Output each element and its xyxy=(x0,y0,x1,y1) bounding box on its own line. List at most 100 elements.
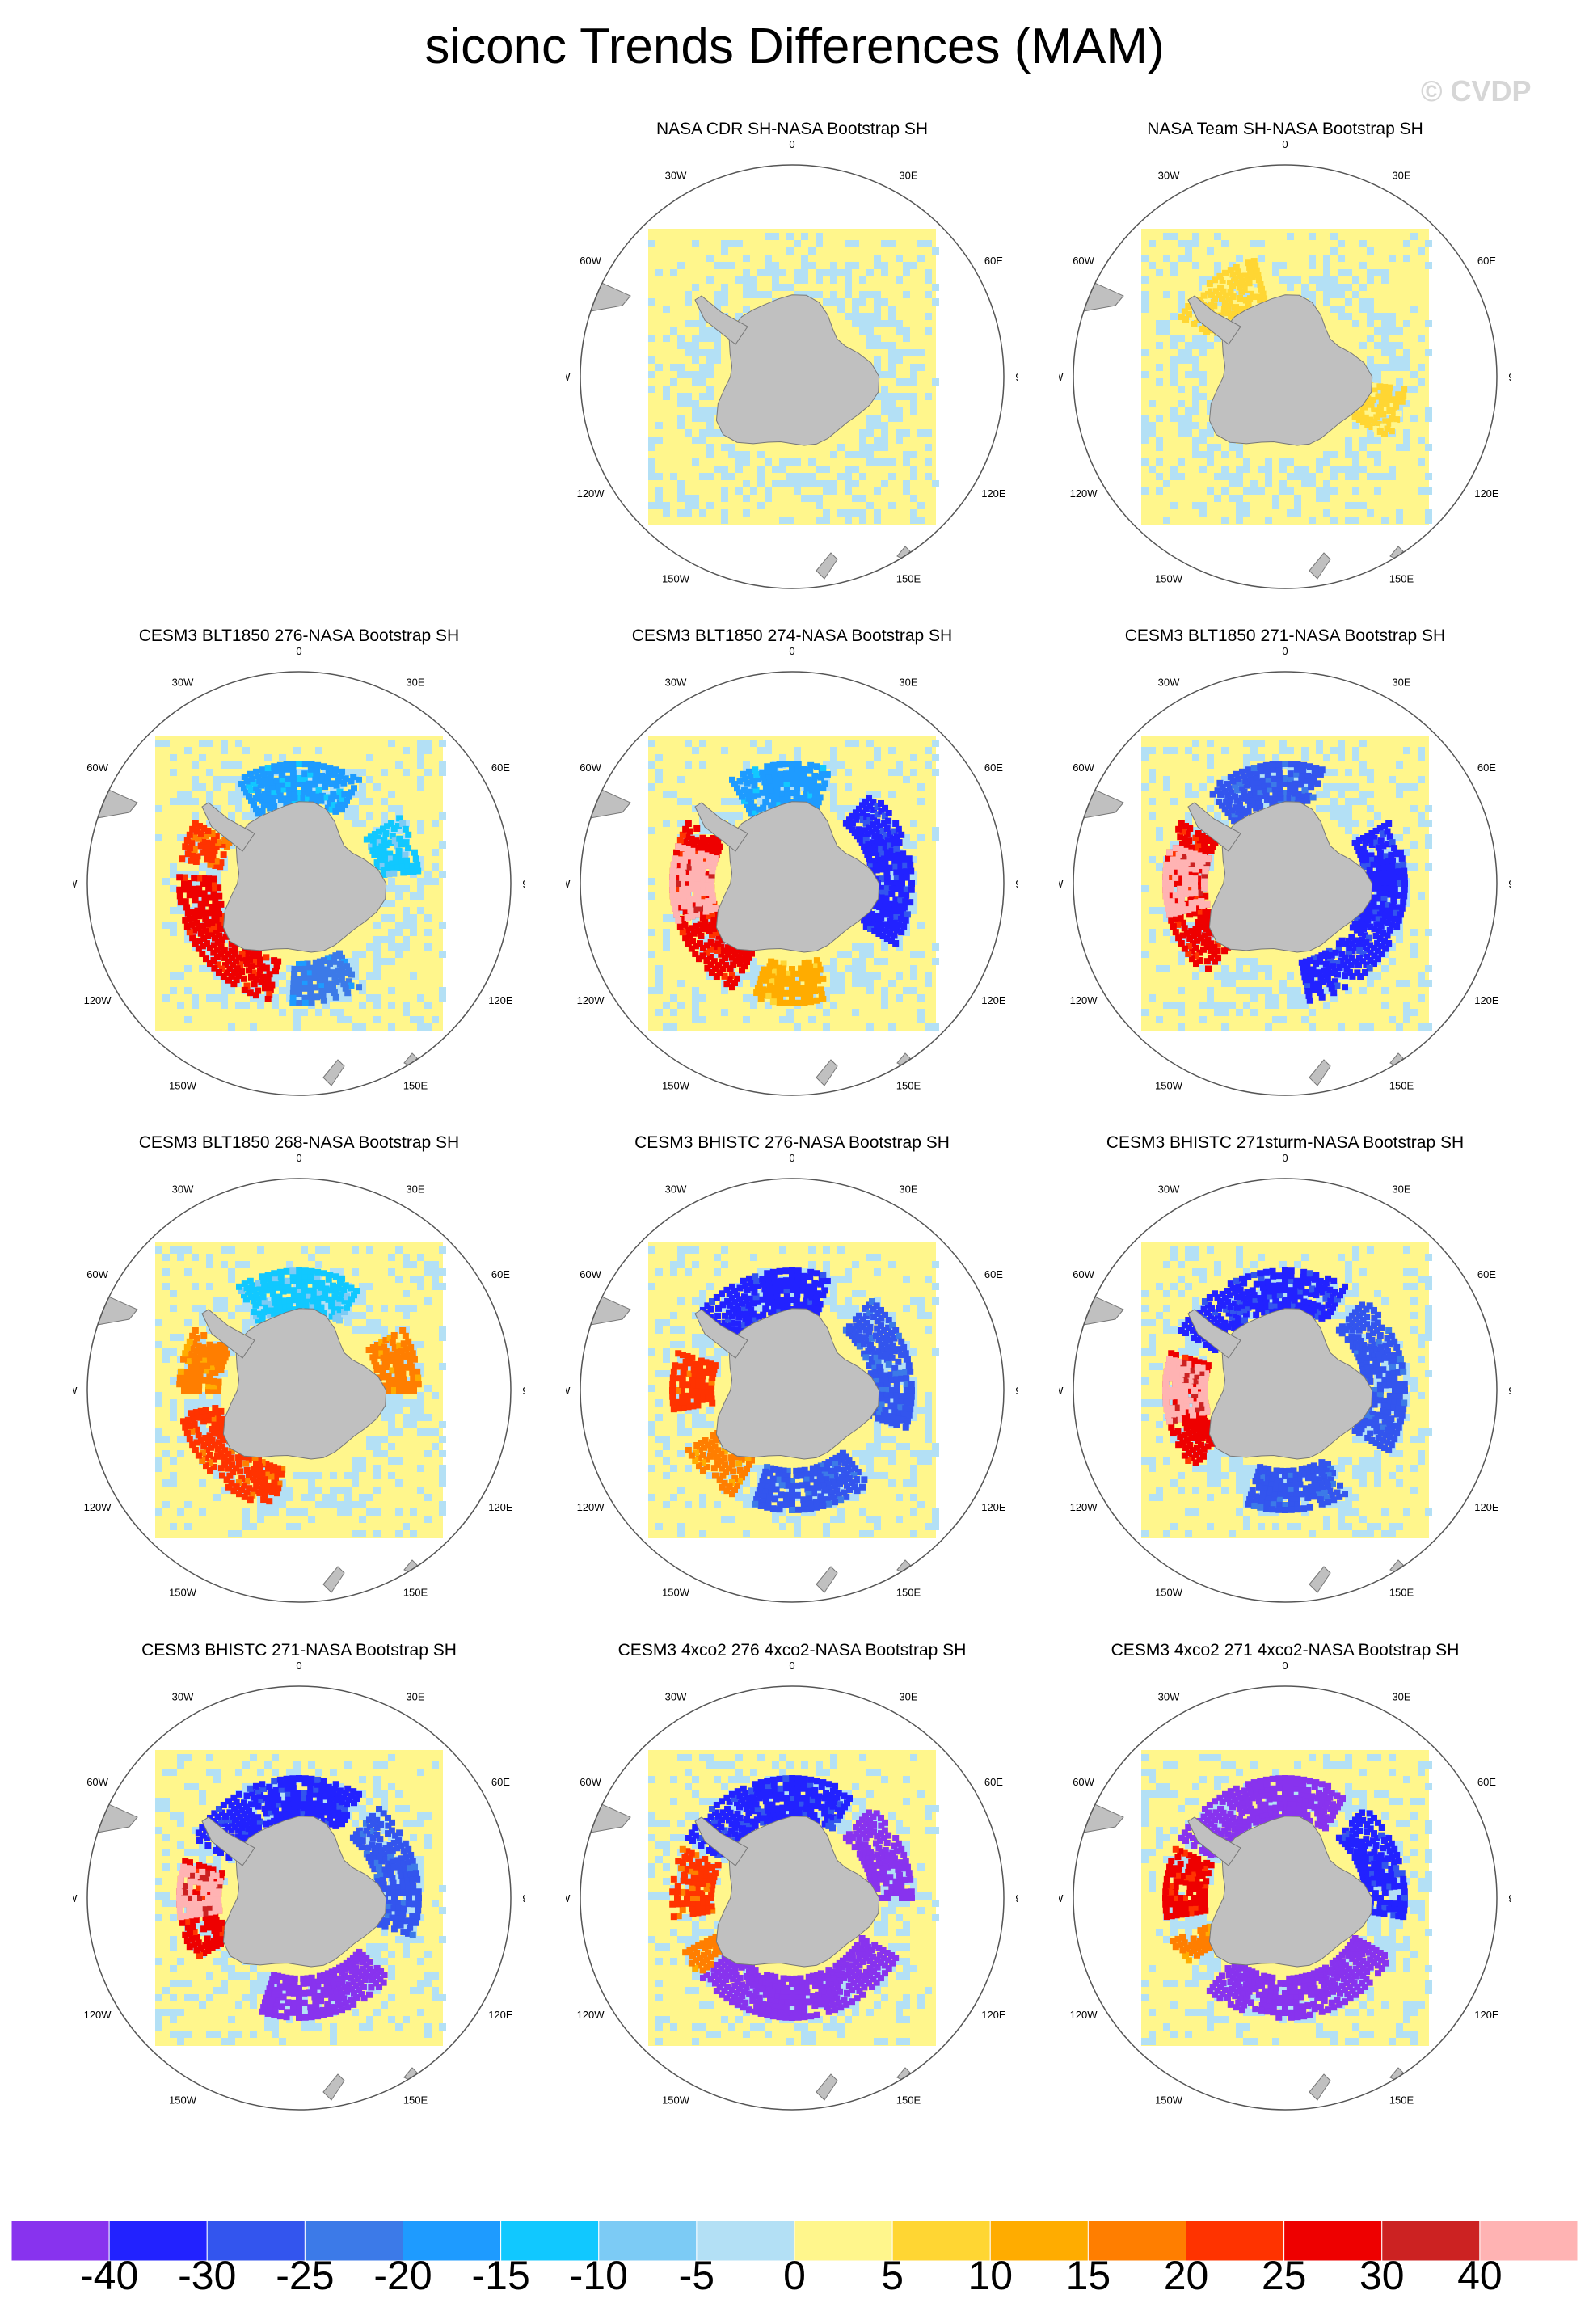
anomaly-cell xyxy=(335,778,342,785)
noise-cell xyxy=(903,262,910,269)
noise-cell xyxy=(1367,298,1374,306)
noise-cell xyxy=(1323,284,1330,291)
noise-cell xyxy=(1389,320,1396,327)
anomaly-cell xyxy=(182,1424,189,1431)
anomaly-cell xyxy=(793,795,800,802)
anomaly-cell xyxy=(1183,900,1191,908)
noise-cell xyxy=(286,1508,293,1516)
anomaly-cell xyxy=(789,766,795,772)
noise-cell xyxy=(1214,269,1221,276)
anomaly-cell xyxy=(759,971,766,978)
noise-cell xyxy=(344,994,352,1002)
noise-cell xyxy=(648,437,655,444)
anomaly-cell xyxy=(1242,778,1250,785)
noise-cell xyxy=(1396,936,1403,943)
noise-cell xyxy=(286,1487,293,1494)
noise-cell xyxy=(910,820,917,827)
anomaly-cell xyxy=(260,1496,268,1504)
map-boundary xyxy=(580,164,1005,589)
anomaly-cell xyxy=(883,849,891,856)
anomaly-cell xyxy=(296,961,302,968)
panel-title: NASA CDR SH-NASA Bootstrap SH xyxy=(655,120,929,138)
noise-cell xyxy=(714,262,721,269)
noise-cell xyxy=(866,791,874,798)
anomaly-cell xyxy=(1272,795,1279,802)
anomaly-cell xyxy=(1390,897,1397,905)
anomaly-cell xyxy=(1309,981,1316,989)
noise-cell xyxy=(1309,233,1316,240)
antarctic-peninsula xyxy=(1187,295,1241,345)
noise-cell xyxy=(395,1479,403,1487)
noise-cell xyxy=(1309,298,1316,306)
anomaly-cell xyxy=(694,895,702,902)
anomaly-cell xyxy=(1386,891,1393,898)
noise-cell xyxy=(199,1421,206,1428)
noise-cell xyxy=(352,958,359,965)
anomaly-cell xyxy=(1355,954,1363,961)
noise-cell xyxy=(1323,495,1330,502)
anomaly-cell xyxy=(221,1453,228,1461)
anomaly-cell xyxy=(1359,958,1367,965)
anomaly-cell xyxy=(744,779,751,787)
noise-cell xyxy=(337,1016,344,1023)
longitude-label: 150E xyxy=(1389,1079,1414,1091)
anomaly-cell xyxy=(242,953,250,960)
anomaly-cell xyxy=(348,789,355,796)
noise-cell xyxy=(910,400,917,407)
noise-cell xyxy=(1381,320,1389,327)
noise-cell xyxy=(359,1023,366,1031)
noise-cell xyxy=(410,1530,417,1537)
noise-cell xyxy=(1236,509,1243,517)
anomaly-cell xyxy=(714,940,722,947)
anomaly-cell xyxy=(261,775,268,782)
anomaly-cell xyxy=(1322,972,1330,979)
noise-cell xyxy=(903,929,910,936)
anomaly-cell xyxy=(259,766,266,774)
south-america-landmass xyxy=(580,280,631,313)
noise-cell xyxy=(1359,298,1367,306)
noise-cell xyxy=(439,1326,446,1334)
noise-cell xyxy=(845,480,852,487)
noise-cell xyxy=(1316,487,1323,495)
noise-cell xyxy=(765,233,772,240)
anomaly-cell xyxy=(186,1422,193,1429)
noise-cell xyxy=(1352,754,1359,761)
anomaly-cell xyxy=(211,1419,218,1427)
anomaly-cell xyxy=(215,1387,221,1394)
anomaly-cell xyxy=(1185,310,1192,318)
noise-cell xyxy=(917,951,925,958)
anomaly-cell xyxy=(1332,967,1338,974)
anomaly-cell xyxy=(1375,409,1382,416)
anomaly-cell xyxy=(285,780,293,787)
anomaly-cell xyxy=(1177,846,1184,853)
anomaly-cell xyxy=(255,773,262,780)
anomaly-cell xyxy=(194,853,201,860)
noise-cell xyxy=(1214,1009,1221,1016)
anomaly-cell xyxy=(181,1375,188,1382)
noise-cell xyxy=(403,1421,410,1428)
anomaly-cell xyxy=(391,837,398,845)
anomaly-cell xyxy=(1241,303,1248,310)
noise-cell xyxy=(706,422,714,429)
anomaly-cell xyxy=(1367,871,1374,878)
map-panel: NASA CDR SH-NASA Bootstrap SH030E60E90E1… xyxy=(566,120,1018,605)
anomaly-cell xyxy=(218,1362,225,1369)
noise-cell xyxy=(301,1472,308,1479)
anomaly-cell xyxy=(751,782,758,789)
noise-cell xyxy=(757,473,765,480)
noise-cell xyxy=(1403,783,1410,791)
anomaly-cell xyxy=(902,917,909,924)
noise-cell xyxy=(1199,783,1207,791)
noise-cell xyxy=(221,1002,228,1009)
noise-cell xyxy=(403,1523,410,1530)
noise-cell xyxy=(293,1023,301,1031)
anomaly-cell xyxy=(1352,943,1359,951)
anomaly-cell xyxy=(180,1356,188,1363)
anomaly-cell xyxy=(1349,947,1356,955)
noise-cell xyxy=(1330,994,1338,1002)
anomaly-cell xyxy=(203,1454,210,1461)
noise-cell xyxy=(170,1414,177,1421)
anomaly-cell xyxy=(296,990,302,997)
noise-cell xyxy=(859,509,866,517)
anomaly-cell xyxy=(218,1472,225,1479)
